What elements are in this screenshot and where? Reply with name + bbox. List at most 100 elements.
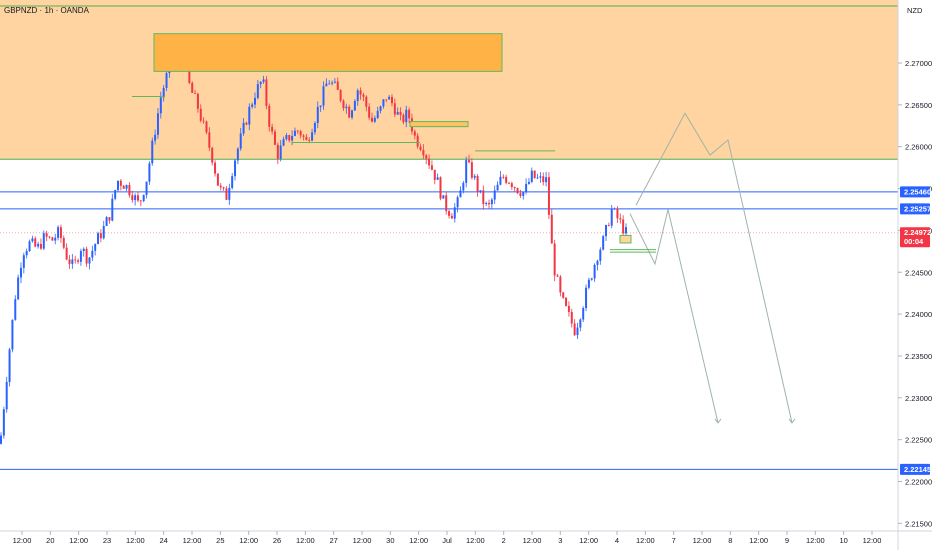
candle-body: [616, 208, 619, 219]
candle-body: [559, 276, 562, 293]
candle-body: [625, 227, 627, 234]
time-tick-label: 24: [159, 536, 167, 545]
candle-body: [22, 255, 25, 268]
candle-body: [151, 140, 154, 164]
candle-body: [11, 319, 14, 350]
candle-body: [196, 93, 199, 109]
price-label-text: 2.25460: [904, 187, 931, 196]
candle-body: [19, 267, 22, 278]
candle-body: [396, 111, 399, 115]
candle-body: [145, 181, 148, 195]
candle-body: [376, 110, 379, 118]
candle-body: [365, 96, 368, 107]
candle-body: [596, 260, 599, 265]
candle-body: [293, 130, 296, 136]
order-block-box: [153, 33, 503, 72]
countdown-label-text: 00:04: [904, 237, 924, 246]
price-tick-label: 2.22500: [905, 436, 932, 445]
candle-body: [28, 241, 31, 252]
candle-body: [259, 81, 262, 85]
candle-body: [505, 176, 508, 183]
candle-body: [276, 144, 279, 159]
candle-body: [91, 250, 94, 258]
candle-body: [134, 195, 137, 201]
candle-body: [562, 292, 565, 298]
price-tick-label: 2.23500: [905, 352, 932, 361]
candle-body: [622, 219, 625, 234]
candle-body: [356, 90, 359, 101]
candle-body: [199, 108, 202, 121]
candle-body: [94, 244, 97, 251]
price-tick-label: 2.21500: [905, 519, 932, 528]
candle-body: [77, 260, 80, 262]
time-tick-label: 23: [103, 536, 111, 545]
horizontal-lines-layer: [0, 191, 898, 470]
candle-body: [385, 99, 388, 101]
candle-body: [162, 87, 165, 98]
time-tick-label: 12:00: [693, 536, 712, 545]
time-axis[interactable]: 12:00 20 12:00 23 12:00 24 12:00 25 12:00 26 12:00…: [13, 531, 882, 545]
candle-body: [114, 190, 117, 199]
candle-body: [188, 65, 191, 83]
time-tick-label: 12:00: [183, 536, 202, 545]
candle-body: [442, 195, 445, 199]
candle-body: [62, 237, 65, 248]
candle-body: [14, 299, 17, 320]
candle-body: [602, 236, 605, 250]
candle-body: [322, 86, 325, 106]
candle-body: [228, 188, 231, 200]
candle-body: [339, 89, 342, 101]
drawings-layer: [132, 33, 796, 424]
candle-body: [379, 106, 382, 111]
zones-layer: [0, 0, 898, 160]
price-tick-label: 2.26500: [905, 101, 932, 110]
candle-body: [368, 106, 371, 118]
candle-body: [97, 233, 100, 245]
time-tick-label: 12:00: [13, 536, 32, 545]
candle-body: [530, 170, 533, 182]
candle-body: [413, 131, 416, 136]
candle-body: [291, 135, 294, 141]
candle-body: [485, 202, 488, 204]
candle-body: [316, 106, 319, 123]
candle-body: [214, 162, 217, 174]
candle-body: [371, 117, 374, 122]
candle-body: [85, 248, 88, 264]
candle-body: [319, 105, 322, 107]
candle-body: [54, 237, 57, 241]
candle-body: [59, 227, 62, 238]
candle-body: [299, 131, 302, 136]
candle-body: [8, 349, 11, 382]
candle-body: [273, 131, 276, 145]
candle-body: [502, 176, 505, 178]
candle-body: [242, 122, 245, 134]
candle-body: [51, 237, 54, 241]
candle-body: [408, 109, 411, 119]
candle-body: [490, 199, 493, 205]
candle-body: [253, 97, 256, 105]
candle-body: [117, 180, 120, 191]
candle-body: [219, 185, 222, 188]
price-label-text: 2.24972: [904, 228, 931, 237]
candle-body: [136, 195, 139, 201]
time-tick-label: 12:00: [409, 536, 428, 545]
candle-body: [48, 236, 51, 238]
candle-body: [610, 208, 613, 226]
order-block-box: [619, 234, 632, 244]
candle-body: [236, 148, 239, 161]
price-label-text: 2.25257: [904, 204, 931, 213]
candle-body: [516, 188, 519, 194]
time-tick-label: 12:00: [863, 536, 882, 545]
candle-body: [102, 225, 105, 239]
time-tick-label: 12:00: [466, 536, 485, 545]
candle-body: [142, 194, 145, 202]
candle-body: [556, 275, 559, 277]
symbol-title: GBPNZD · 1h · OANDA: [4, 6, 90, 15]
supply-zone: [0, 0, 898, 160]
candle-body: [550, 214, 553, 244]
candle-body: [390, 96, 393, 104]
candle-body: [587, 279, 590, 288]
candle-body: [74, 259, 77, 261]
time-tick-label: 12:00: [239, 536, 258, 545]
